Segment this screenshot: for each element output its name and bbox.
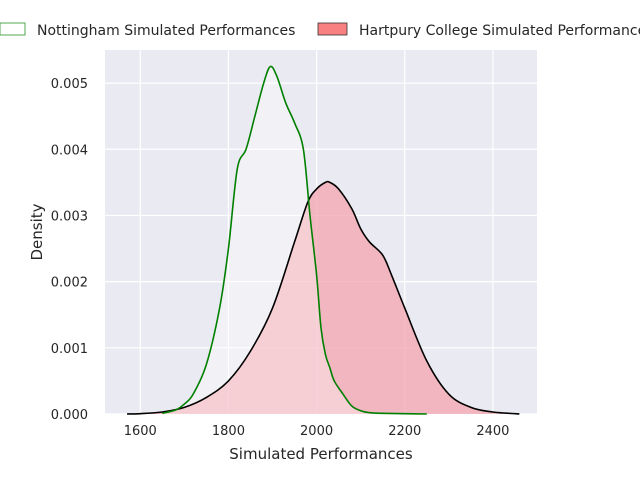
y-tick-label: 0.004 [51,143,88,158]
legend-label-nottingham: Nottingham Simulated Performances [37,23,295,39]
legend: Nottingham Simulated Performances Hartpu… [0,22,640,39]
y-tick-label: 0.001 [51,342,88,357]
density-line-nottingham [162,65,427,415]
y-tick-label: 0.000 [51,408,88,423]
y-tick-label: 0.002 [51,276,88,291]
x-tick-label: 2200 [388,424,421,439]
x-tick-label: 2400 [476,424,509,439]
legend-swatch-hartpury [317,22,348,36]
density-areas [127,65,520,415]
x-axis-label: Simulated Performances [229,445,413,463]
x-tick-label: 1800 [212,424,245,439]
density-line-hartpury [127,180,520,415]
legend-label-hartpury: Hartpury College Simulated Performances [359,23,640,39]
axis-ticks: 1600 1800 2000 2200 2400 0.000 0.001 0.002 0.003… [51,77,510,439]
y-tick-label: 0.003 [51,209,88,224]
density-fill-hartpury [127,181,520,414]
x-tick-label: 1600 [124,424,157,439]
x-tick-label: 2000 [300,424,333,439]
y-axis-label: Density [28,203,46,260]
legend-swatch-nottingham [0,22,26,36]
y-tick-label: 0.005 [51,77,88,92]
